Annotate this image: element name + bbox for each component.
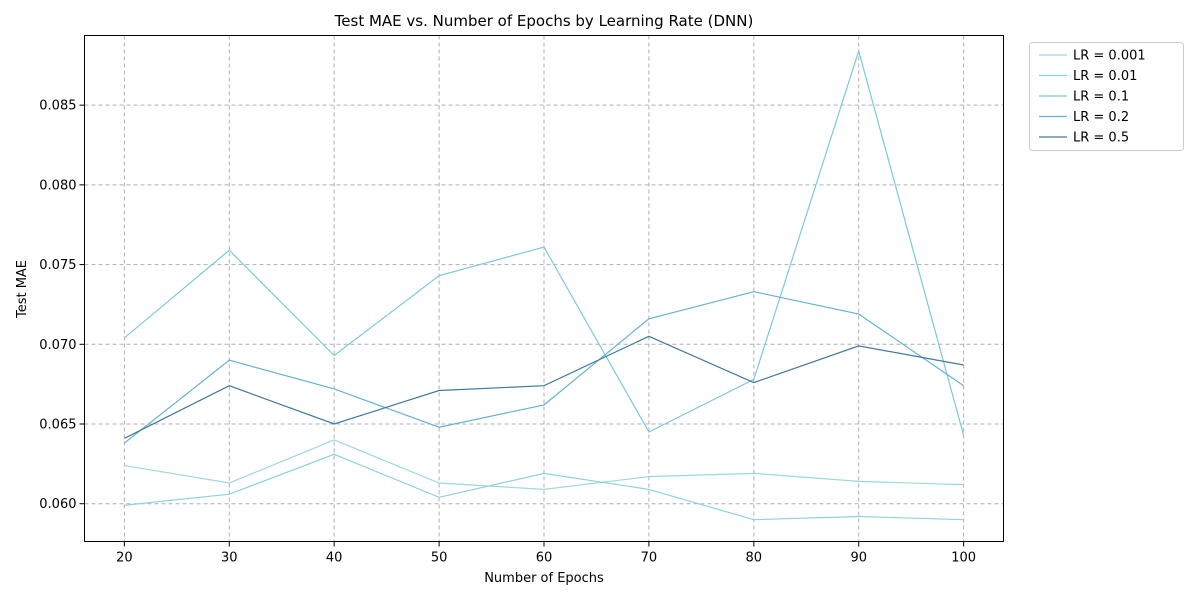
y-tick-label: 0.085 (39, 99, 76, 114)
y-tick-label: 0.070 (39, 338, 76, 353)
x-tick-label: 90 (850, 551, 867, 566)
legend-label-2: LR = 0.1 (1073, 90, 1129, 105)
y-tick-label: 0.080 (39, 178, 76, 193)
x-tick-label: 40 (326, 551, 343, 566)
legend: LR = 0.001 LR = 0.01 LR = 0.1 LR = 0.2 LR = … (1029, 42, 1184, 151)
x-tick-label: 30 (221, 551, 238, 566)
chart-title: Test MAE vs. Number of Epochs by Learnin… (334, 12, 754, 30)
series-line-0 (124, 439, 964, 491)
x-tick-label: 60 (536, 551, 553, 566)
y-tick-label: 0.060 (39, 497, 76, 512)
legend-label-4: LR = 0.5 (1073, 131, 1129, 146)
series-line-3 (124, 291, 964, 444)
grid (84, 35, 1004, 542)
legend-label-1: LR = 0.01 (1073, 69, 1137, 84)
x-tick-label: 70 (641, 551, 658, 566)
x-axis-label: Number of Epochs (484, 571, 604, 586)
y-axis-label: Test MAE (15, 260, 30, 319)
x-tick-label: 20 (116, 551, 133, 566)
x-tick-label: 50 (431, 551, 448, 566)
y-tick-label: 0.075 (39, 258, 76, 273)
y-axis-ticks: 0.060 0.065 0.070 0.075 0.080 0.085 (39, 99, 85, 512)
x-axis-ticks: 20 30 40 50 60 70 80 90 100 (116, 541, 976, 566)
legend-label-3: LR = 0.2 (1073, 110, 1129, 125)
series-line-2 (124, 48, 965, 436)
y-tick-label: 0.065 (39, 418, 76, 433)
series-line-4 (124, 335, 964, 439)
series-line-1 (124, 453, 964, 521)
legend-label-0: LR = 0.001 (1073, 49, 1146, 64)
x-tick-label: 100 (951, 551, 976, 566)
series-lines (124, 48, 965, 521)
x-tick-label: 80 (746, 551, 763, 566)
legend-frame (1029, 42, 1184, 151)
